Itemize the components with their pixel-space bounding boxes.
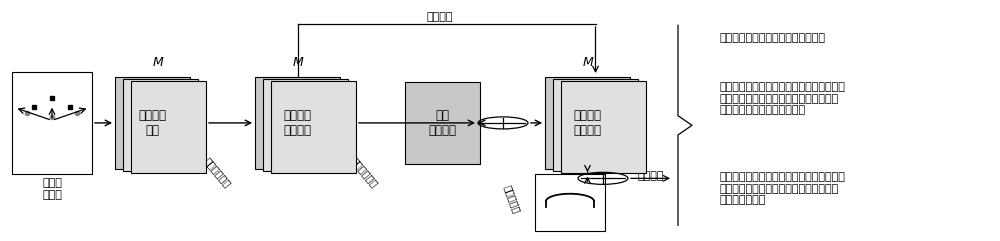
Text: 相干合成
运动补偿: 相干合成 运动补偿 (574, 109, 602, 137)
Text: 相位重构: 相位重构 (427, 12, 453, 22)
Bar (263, 79, 348, 171)
Bar (553, 79, 638, 171)
Bar (12, 72, 92, 174)
Text: 彩色编码: 彩色编码 (638, 171, 664, 181)
Bar (123, 79, 198, 171)
Text: M: M (293, 56, 303, 69)
Text: M: M (583, 56, 593, 69)
Text: 瞬时横向应变、纵向应变、剪切方向应变、
径向应变、周向应变、最大主成分应变、
最小主成分应变、主成分夹角: 瞬时横向应变、纵向应变、剪切方向应变、 径向应变、周向应变、最大主成分应变、 最… (720, 82, 846, 115)
Bar (115, 77, 190, 169)
Text: M: M (153, 56, 163, 69)
Text: 运动
相位延迟: 运动 相位延迟 (428, 109, 456, 137)
Text: 多普勒速度: 多普勒速度 (502, 183, 522, 214)
Text: 自相关滤波积: 自相关滤波积 (350, 156, 380, 189)
Bar (545, 77, 630, 169)
Text: 心肌掩膜: 心肌掩膜 (557, 162, 583, 172)
Text: 波束合成
射频数据: 波束合成 射频数据 (284, 109, 312, 137)
Bar (535, 174, 605, 231)
Bar (271, 81, 356, 173)
Text: 快速波束合成: 快速波束合成 (203, 156, 233, 189)
Text: 原始通道
数据: 原始通道 数据 (138, 109, 166, 137)
Bar (131, 81, 206, 173)
Bar (561, 81, 646, 173)
Text: 累积横向应变、纵向应变、剪切方向应变、
径向应变、周向应变、最大主成分应变、
最小主成分应变: 累积横向应变、纵向应变、剪切方向应变、 径向应变、周向应变、最大主成分应变、 最… (720, 172, 846, 206)
Text: 心肌速度、横向位移、纵向位移分布: 心肌速度、横向位移、纵向位移分布 (720, 33, 826, 42)
Text: 大声域
发散波: 大声域 发散波 (42, 178, 62, 200)
Bar (255, 77, 340, 169)
Bar (405, 82, 480, 164)
